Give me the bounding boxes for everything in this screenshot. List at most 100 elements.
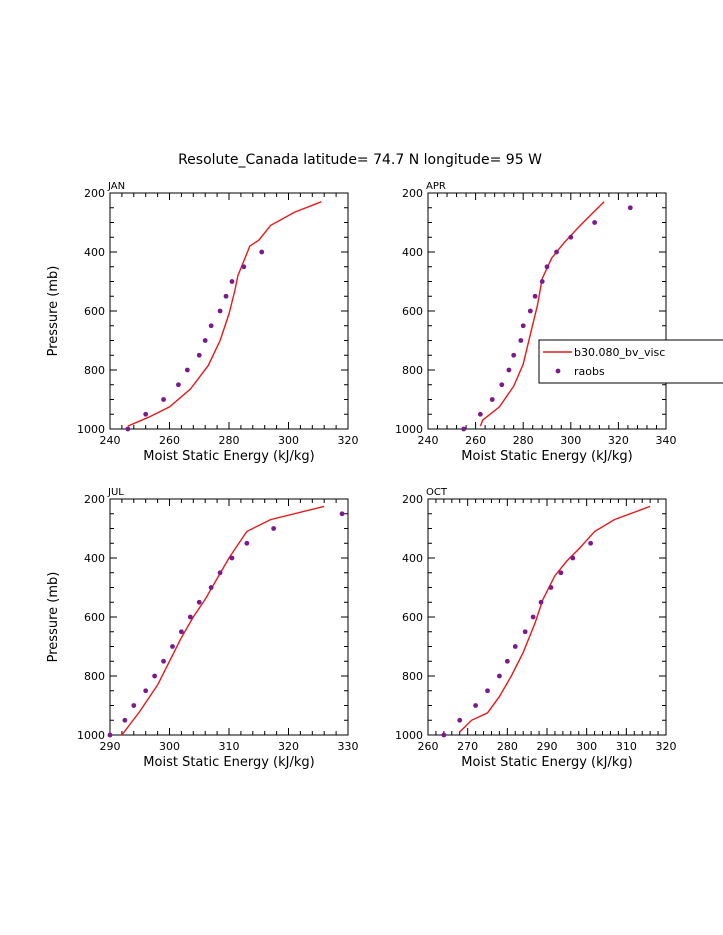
raobs-point (504, 658, 510, 664)
x-tick-label: 300 (278, 434, 299, 447)
y-tick-label: 200 (402, 493, 423, 506)
panel-jul: JUL 290 300 310 320 330 200 400 600 800 1000 Moist … (46, 487, 359, 770)
raobs-point (259, 249, 265, 255)
y-tick-label: 1000 (395, 423, 423, 436)
y-tick-label: 1000 (77, 729, 105, 742)
x-tick-label: 320 (278, 740, 299, 753)
x-tick-label: 300 (560, 434, 581, 447)
raobs-point (544, 264, 550, 270)
raobs-point (161, 397, 166, 402)
raobs-point (208, 585, 214, 590)
raobs-point (489, 397, 495, 402)
model-line (127, 201, 322, 427)
x-tick-label: 270 (457, 740, 478, 753)
y-tick-label: 600 (84, 611, 105, 624)
raobs-point (271, 526, 277, 531)
y-tick-label: 200 (84, 493, 105, 506)
panel-label: JUL (107, 487, 124, 498)
x-tick-label: 280 (219, 434, 240, 447)
plot-frame (427, 192, 667, 430)
raobs-point (530, 614, 536, 620)
plot-frame (109, 498, 349, 736)
raobs-point (339, 511, 345, 517)
raobs-point (538, 599, 544, 605)
y-tick-label: 1000 (77, 423, 105, 436)
raobs-point (217, 570, 223, 576)
x-tick-label: 280 (497, 740, 518, 753)
y-tick-label: 800 (84, 364, 105, 377)
x-tick-label: 290 (537, 740, 558, 753)
x-tick-label: 330 (338, 740, 359, 753)
y-tick-label: 200 (84, 187, 105, 200)
raobs-point (485, 688, 490, 694)
raobs-point (107, 732, 113, 738)
raobs-point (223, 293, 229, 299)
panel-label: JAN (107, 181, 125, 192)
y-tick-label: 600 (402, 611, 423, 624)
raobs-point (511, 352, 517, 358)
raobs-point (627, 205, 633, 211)
x-tick-label: 240 (100, 434, 121, 447)
raobs-point (244, 540, 250, 546)
y-tick-label: 600 (402, 305, 423, 318)
x-axis-label: Moist Static Energy (kJ/kg) (143, 755, 314, 770)
raobs-point (539, 279, 545, 284)
raobs-point (241, 264, 247, 270)
legend-marker-swatch (555, 368, 561, 374)
raobs-point (568, 234, 574, 240)
x-tick-label: 260 (465, 434, 486, 447)
raobs-point (170, 644, 175, 649)
x-axis-label: Moist Static Energy (kJ/kg) (143, 449, 314, 464)
panel-label: APR (426, 181, 446, 192)
y-tick-label: 400 (84, 246, 105, 259)
y-tick-label: 200 (402, 187, 423, 200)
x-tick-label: 310 (616, 740, 637, 753)
x-tick-label: 340 (656, 434, 677, 447)
raobs-point (522, 629, 528, 635)
raobs-point (558, 570, 564, 576)
plot-frame (427, 498, 667, 736)
panel-label: OCT (426, 487, 448, 498)
model-line (121, 505, 325, 736)
legend-model-label: b30.080_bv_visc (574, 346, 665, 359)
raobs-point (217, 308, 223, 314)
x-tick-label: 320 (338, 434, 359, 447)
y-tick-label: 800 (84, 670, 105, 683)
raobs-point (527, 308, 533, 314)
y-tick-label: 600 (84, 305, 105, 318)
raobs-point (196, 352, 202, 358)
y-tick-label: 400 (84, 552, 105, 565)
raobs-point (477, 411, 483, 417)
x-tick-label: 320 (656, 740, 677, 753)
x-tick-label: 290 (100, 740, 121, 753)
raobs-point (202, 338, 208, 343)
raobs-point (520, 323, 526, 329)
y-axis-label: Pressure (mb) (46, 266, 61, 357)
x-tick-label: 300 (576, 740, 597, 753)
raobs-point (184, 367, 190, 373)
x-tick-label: 260 (418, 740, 439, 753)
raobs-point (512, 644, 518, 649)
x-axis-label: Moist Static Energy (kJ/kg) (461, 449, 632, 464)
plot-frame (109, 192, 349, 430)
y-tick-label: 1000 (395, 729, 423, 742)
raobs-point (457, 717, 463, 723)
model-line (479, 201, 605, 427)
raobs-point (497, 673, 502, 679)
raobs-point (125, 426, 131, 432)
legend-box (538, 339, 723, 384)
raobs-point (229, 555, 235, 561)
y-tick-label: 800 (402, 364, 423, 377)
raobs-point (179, 629, 184, 635)
raobs-point (176, 382, 181, 388)
x-tick-label: 260 (159, 434, 180, 447)
raobs-point (461, 426, 467, 432)
panel-jan: JAN 240 260 280 300 320 200 400 600 800 1000 Moist … (46, 181, 359, 464)
raobs-point (208, 323, 214, 329)
raobs-point (229, 279, 235, 284)
raobs-point (518, 338, 524, 343)
raobs-point (548, 585, 554, 590)
panel-oct: OCT 260 270 280 290 300 310 320 200 400 600 800 1000… (395, 487, 677, 770)
y-tick-label: 400 (402, 246, 423, 259)
raobs-point (499, 382, 505, 388)
